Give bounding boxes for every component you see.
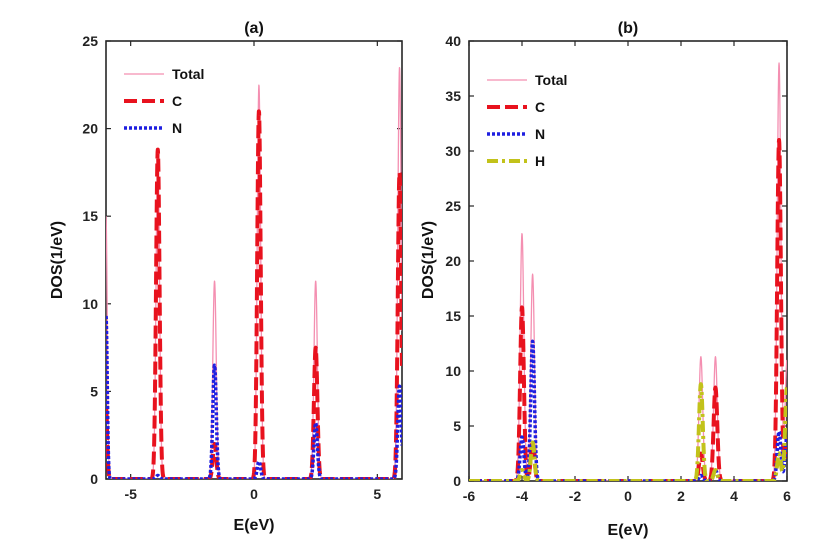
legend-label-h: H <box>535 153 545 169</box>
ticks-a: -5 0 5 0 5 10 15 20 25 <box>82 33 402 502</box>
legend-label-c: C <box>172 93 182 109</box>
x-tick-label: 5 <box>373 486 381 502</box>
legend-label-total: Total <box>172 66 204 82</box>
series-line-n <box>469 339 787 481</box>
series-line-total <box>469 62 787 481</box>
series-line-c <box>106 109 402 479</box>
y-tick-label: 5 <box>90 383 98 399</box>
y-axis-label-a: DOS(1/eV) <box>49 221 66 299</box>
series-line-c <box>469 138 787 481</box>
x-tick-label: -6 <box>463 488 476 504</box>
legend-label-n: N <box>535 126 545 142</box>
y-tick-label: 30 <box>445 143 461 159</box>
y-tick-label: 20 <box>445 253 461 269</box>
legend-b: Total CNH <box>487 72 567 169</box>
x-tick-label: 4 <box>730 488 738 504</box>
y-tick-label: 35 <box>445 88 461 104</box>
x-tick-label: 6 <box>783 488 791 504</box>
x-tick-label: -2 <box>569 488 582 504</box>
x-tick-label: 2 <box>677 488 685 504</box>
series-group-b <box>469 62 787 481</box>
legend-label-total: Total <box>535 72 567 88</box>
y-tick-label: 25 <box>82 33 98 49</box>
legend-a: Total CN <box>124 66 204 136</box>
panel-a: (a) E(eV) DOS(1/eV) -5 0 5 0 5 10 15 20 25 Total… <box>49 20 403 534</box>
y-tick-label: 0 <box>90 471 98 487</box>
y-tick-label: 40 <box>445 33 461 49</box>
ticks-b: -6 -4 -2 0 2 4 6 0 5 10 15 20 25 30 35 40 <box>445 33 791 504</box>
panel-b: (b) E(eV) DOS(1/eV) -6 -4 -2 0 2 4 6 0 5 10 15 20 25… <box>420 20 791 539</box>
x-axis-label-b: E(eV) <box>608 522 649 539</box>
y-tick-label: 15 <box>445 308 461 324</box>
x-tick-label: 0 <box>624 488 632 504</box>
y-tick-label: 20 <box>82 121 98 137</box>
series-group-a <box>106 66 402 479</box>
y-tick-label: 25 <box>445 198 461 214</box>
y-tick-label: 0 <box>453 473 461 489</box>
y-tick-label: 10 <box>82 296 98 312</box>
y-tick-label: 15 <box>82 208 98 224</box>
chart-title-b: (b) <box>618 20 638 37</box>
legend-label-n: N <box>172 120 182 136</box>
series-line-n <box>106 315 402 479</box>
y-tick-label: 5 <box>453 418 461 434</box>
chart-title-a: (a) <box>244 20 264 37</box>
x-tick-label: -4 <box>516 488 529 504</box>
x-tick-label: 0 <box>250 486 258 502</box>
series-line-h <box>469 382 787 481</box>
y-axis-label-b: DOS(1/eV) <box>420 221 437 299</box>
x-tick-label: -5 <box>124 486 137 502</box>
x-axis-label-a: E(eV) <box>234 517 275 534</box>
y-tick-label: 10 <box>445 363 461 379</box>
legend-label-c: C <box>535 99 545 115</box>
